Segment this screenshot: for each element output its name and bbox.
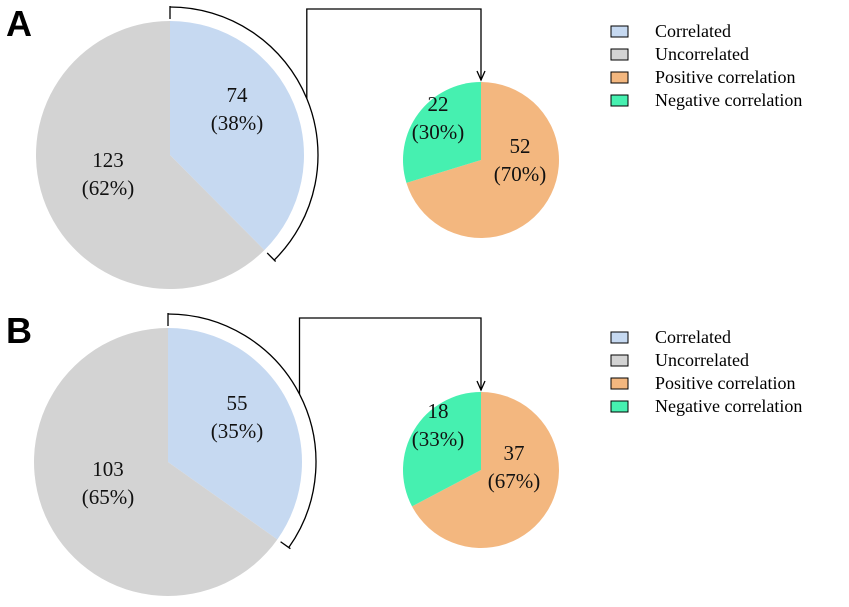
sub-pie-slice-positive	[406, 82, 560, 238]
bracket-tick-end	[266, 252, 277, 262]
legend-swatch-negative-correlation	[610, 94, 629, 107]
correlated-bracket	[167, 313, 317, 548]
sub-pie-value-label-negative: 22	[428, 92, 449, 116]
main-pie-value-label-correlated: 74	[227, 83, 249, 107]
panel-label-b: B	[6, 310, 32, 351]
bracket-tick-end	[280, 541, 291, 550]
legend-swatch-uncorrelated	[610, 48, 629, 61]
legend-swatch-correlated	[610, 331, 629, 344]
connector-arrowhead	[476, 380, 486, 392]
legend-label-negative-correlation: Negative correlation	[655, 90, 802, 110]
legend-swatch-correlated	[610, 25, 629, 38]
main-pie-percent-label-uncorrelated: (62%)	[82, 176, 134, 200]
panel-a: 74 (38%) 123 (62%) 52 (70%) 22 (30%)	[35, 6, 560, 290]
main-pie-slice-uncorrelated	[35, 20, 265, 290]
main-pie-slice-uncorrelated	[33, 327, 278, 596]
legend-swatch-uncorrelated	[610, 354, 629, 367]
charts-layer: 74 (38%) 123 (62%) 52 (70%) 22 (30%) 55 (35%) 103 (…	[33, 6, 560, 596]
legend-label-positive-correlation: Positive correlation	[655, 373, 795, 393]
legend-label-uncorrelated: Uncorrelated	[655, 350, 749, 370]
legend-label-positive-correlation: Positive correlation	[655, 67, 795, 87]
connector-line	[298, 317, 482, 394]
main-pie-slice-correlated	[170, 21, 304, 251]
sub-pie-slice-positive	[412, 392, 559, 548]
legend-label-negative-correlation: Negative correlation	[655, 396, 802, 416]
sub-pie-percent-label-positive: (67%)	[488, 469, 540, 493]
legend-b: Correlated Uncorrelated Positive correlati…	[610, 327, 802, 416]
legend-a: Correlated Uncorrelated Positive correlati…	[610, 21, 802, 110]
main-pie-percent-label-uncorrelated: (65%)	[82, 485, 134, 509]
legend-label-uncorrelated: Uncorrelated	[655, 44, 749, 64]
legend-label-correlated: Correlated	[655, 21, 731, 41]
main-pie-value-label-correlated: 55	[227, 391, 248, 415]
legend-swatch-negative-correlation	[610, 400, 629, 413]
sub-pie-percent-label-negative: (33%)	[412, 427, 464, 451]
panel-b: 55 (35%) 103 (65%) 37 (67%) 18 (33%)	[33, 313, 559, 596]
connector-line	[306, 8, 482, 99]
connector-arrowhead	[476, 70, 486, 82]
panel-label-a: A	[6, 3, 32, 44]
main-pie-percent-label-correlated: (38%)	[211, 111, 263, 135]
sub-pie-value-label-positive: 37	[504, 441, 525, 465]
main-pie-percent-label-correlated: (35%)	[211, 419, 263, 443]
main-pie-value-label-uncorrelated: 103	[92, 457, 124, 481]
sub-pie-slice-negative	[403, 82, 481, 183]
main-pie-value-label-uncorrelated: 123	[92, 148, 124, 172]
sub-pie-value-label-positive: 52	[510, 134, 531, 158]
sub-pie-percent-label-negative: (30%)	[412, 120, 464, 144]
correlated-bracket	[169, 6, 319, 261]
legend-swatch-positive-correlation	[610, 377, 629, 390]
sub-pie-percent-label-positive: (70%)	[494, 162, 546, 186]
legend-swatch-positive-correlation	[610, 71, 629, 84]
legend-label-correlated: Correlated	[655, 327, 731, 347]
sub-pie-value-label-negative: 18	[428, 399, 449, 423]
sub-pie-slice-negative	[402, 391, 481, 507]
main-pie-slice-correlated	[168, 328, 302, 540]
legends-layer: Correlated Uncorrelated Positive correlati…	[610, 21, 802, 416]
